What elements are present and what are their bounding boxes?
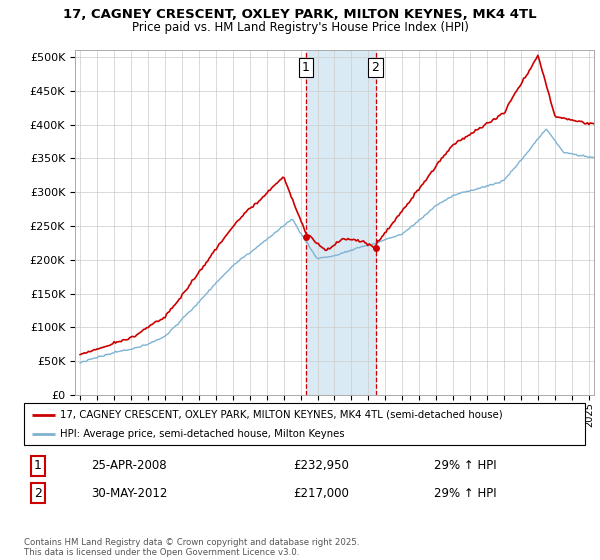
Text: 17, CAGNEY CRESCENT, OXLEY PARK, MILTON KEYNES, MK4 4TL: 17, CAGNEY CRESCENT, OXLEY PARK, MILTON … xyxy=(63,8,537,21)
Bar xyxy=(306,50,376,395)
FancyBboxPatch shape xyxy=(24,403,585,445)
Text: 1: 1 xyxy=(34,459,42,473)
Text: 29% ↑ HPI: 29% ↑ HPI xyxy=(434,459,496,473)
Text: 2: 2 xyxy=(371,60,379,74)
Text: HPI: Average price, semi-detached house, Milton Keynes: HPI: Average price, semi-detached house,… xyxy=(61,429,345,439)
Text: 25-APR-2008: 25-APR-2008 xyxy=(91,459,167,473)
Text: 1: 1 xyxy=(302,60,310,74)
Text: 29% ↑ HPI: 29% ↑ HPI xyxy=(434,487,496,500)
Text: 30-MAY-2012: 30-MAY-2012 xyxy=(91,487,167,500)
Text: £217,000: £217,000 xyxy=(293,487,349,500)
Text: Contains HM Land Registry data © Crown copyright and database right 2025.
This d: Contains HM Land Registry data © Crown c… xyxy=(24,538,359,557)
Text: 17, CAGNEY CRESCENT, OXLEY PARK, MILTON KEYNES, MK4 4TL (semi-detached house): 17, CAGNEY CRESCENT, OXLEY PARK, MILTON … xyxy=(61,409,503,419)
Text: £232,950: £232,950 xyxy=(293,459,349,473)
Text: 2: 2 xyxy=(34,487,42,500)
Text: Price paid vs. HM Land Registry's House Price Index (HPI): Price paid vs. HM Land Registry's House … xyxy=(131,21,469,34)
